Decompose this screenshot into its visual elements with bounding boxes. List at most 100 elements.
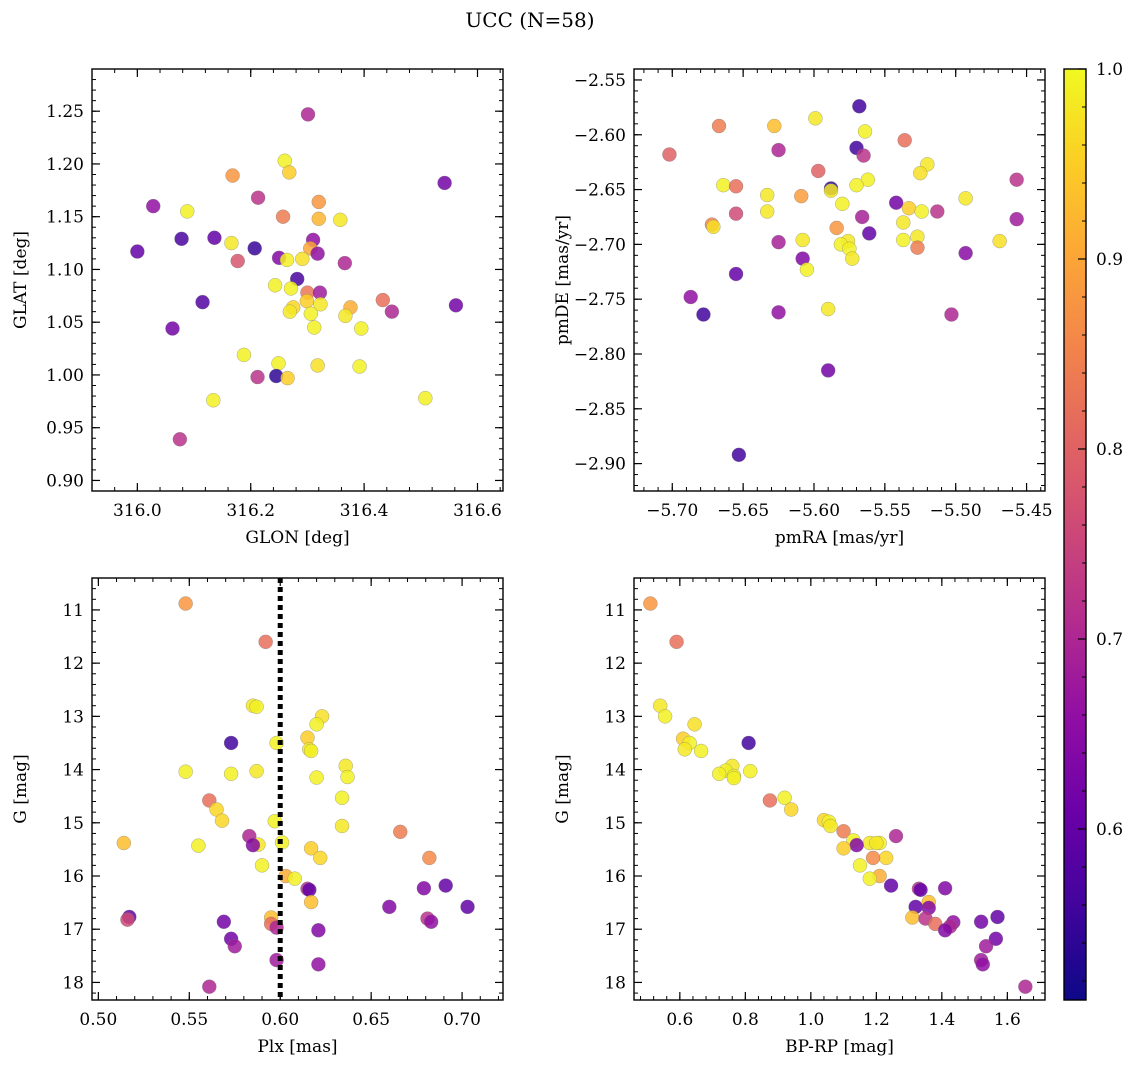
scatter-point [206, 393, 221, 408]
scatter-point [913, 882, 928, 898]
scatter-point [669, 634, 684, 650]
scatter-point [416, 880, 432, 896]
scatter-point [223, 735, 239, 751]
x-tick-label: −5.65 [717, 501, 769, 521]
scatter-point [282, 165, 297, 180]
scatter-point [174, 231, 189, 247]
scatter-point [728, 206, 744, 221]
scatter-panel-bottom-left: 0.50 0.55 0.60 0.65 0.70 11 12 13 14 15 16 17 18 Plx … [11, 577, 504, 1057]
scatter-point [856, 148, 871, 163]
scatter-point [120, 912, 135, 927]
scatter-point [214, 813, 230, 828]
scatter-point [878, 850, 894, 866]
scatter-point [643, 596, 658, 611]
scatter-point [726, 770, 742, 786]
x-tick-label: 0.8 [732, 1010, 759, 1030]
scatter-point [418, 390, 433, 406]
x-tick-label: 316.4 [340, 501, 389, 521]
scatter-point [683, 289, 698, 305]
scatter-point [382, 899, 397, 915]
scatter-point [236, 347, 252, 363]
scatter-point [783, 802, 799, 817]
scatter-points [643, 596, 1033, 994]
scatter-point [249, 763, 264, 779]
scatter-point [1009, 211, 1024, 227]
scatter-point [309, 770, 324, 785]
scatter-point [883, 878, 899, 893]
scatter-point [693, 743, 709, 759]
scatter-point [337, 255, 353, 271]
scatter-point [310, 358, 325, 373]
y-tick-label: 18 [62, 973, 84, 993]
colorbar-tick-label: 0.6 [1096, 820, 1123, 840]
scatter-point [223, 766, 239, 782]
scatter-point [820, 363, 836, 378]
scatter-point [896, 232, 911, 248]
scatter-panel-top-left: 316.0 316.2 316.4 316.6 0.90 0.95 1.00 1.05 1.10… [11, 68, 504, 548]
scatter-point [808, 111, 823, 126]
scatter-point [711, 118, 727, 134]
x-tick-label: 0.60 [261, 1010, 299, 1030]
scatter-point [767, 118, 782, 134]
scatter-point [116, 835, 132, 851]
scatter-point [448, 298, 464, 313]
x-axis-label: pmRA [mas/yr] [775, 528, 904, 548]
scatter-point [333, 212, 348, 228]
scatter-point [849, 177, 864, 193]
y-tick-label: 14 [62, 761, 84, 781]
scatter-point [178, 596, 193, 611]
scatter-point [677, 742, 693, 757]
scatter-point [845, 251, 860, 266]
y-tick-label: 1.25 [46, 102, 84, 122]
scatter-point [975, 957, 991, 972]
scatter-point [662, 147, 677, 162]
scatter-point [283, 281, 299, 296]
scatter-point [888, 195, 904, 210]
scatter-point [247, 241, 262, 256]
scatter-point [992, 233, 1007, 249]
y-tick-label: −2.55 [574, 71, 626, 91]
scatter-point [311, 923, 326, 938]
scatter-point [178, 764, 193, 779]
scatter-point [230, 253, 245, 269]
scatter-point [857, 124, 873, 139]
scatter-point [741, 735, 756, 751]
scatter-point [762, 793, 778, 808]
scatter-point [299, 293, 315, 309]
scatter-point [852, 858, 868, 873]
scatter-point [696, 307, 711, 322]
y-tick-label: 0.95 [46, 419, 84, 439]
scatter-point [896, 215, 911, 230]
y-tick-label: 0.90 [46, 471, 84, 491]
y-tick-label: 1.05 [46, 313, 84, 333]
scatter-point [303, 841, 319, 856]
scatter-point [958, 245, 973, 261]
y-tick-label: 13 [62, 707, 84, 727]
scatter-point [306, 320, 322, 335]
scatter-point [202, 979, 217, 994]
y-tick-label: 12 [604, 654, 626, 674]
scatter-point [225, 168, 240, 183]
y-tick-label: −2.80 [574, 345, 626, 365]
colorbar-tick-label: 1.0 [1096, 60, 1123, 80]
scatter-point [340, 769, 355, 785]
axes-frame [633, 577, 1046, 1001]
scatter-point [793, 188, 809, 204]
y-tick-label: 12 [62, 654, 84, 674]
scatter-point [978, 939, 994, 954]
scatter-point [287, 871, 303, 886]
x-tick-label: −5.50 [930, 501, 982, 521]
x-tick-label: −5.55 [859, 501, 911, 521]
scatter-point [988, 931, 1004, 947]
scatter-point [282, 304, 298, 319]
y-tick-label: −2.70 [574, 235, 626, 255]
scatter-point [958, 191, 973, 206]
axes-frame [633, 68, 1046, 492]
scatter-point [300, 107, 316, 122]
scatter-point [990, 909, 1005, 925]
colorbar-gradient [1063, 68, 1087, 1001]
scatter-point [165, 321, 180, 336]
scatter-point [309, 717, 324, 732]
y-tick-label: −2.65 [574, 181, 626, 201]
y-tick-label: 1.20 [46, 155, 84, 175]
